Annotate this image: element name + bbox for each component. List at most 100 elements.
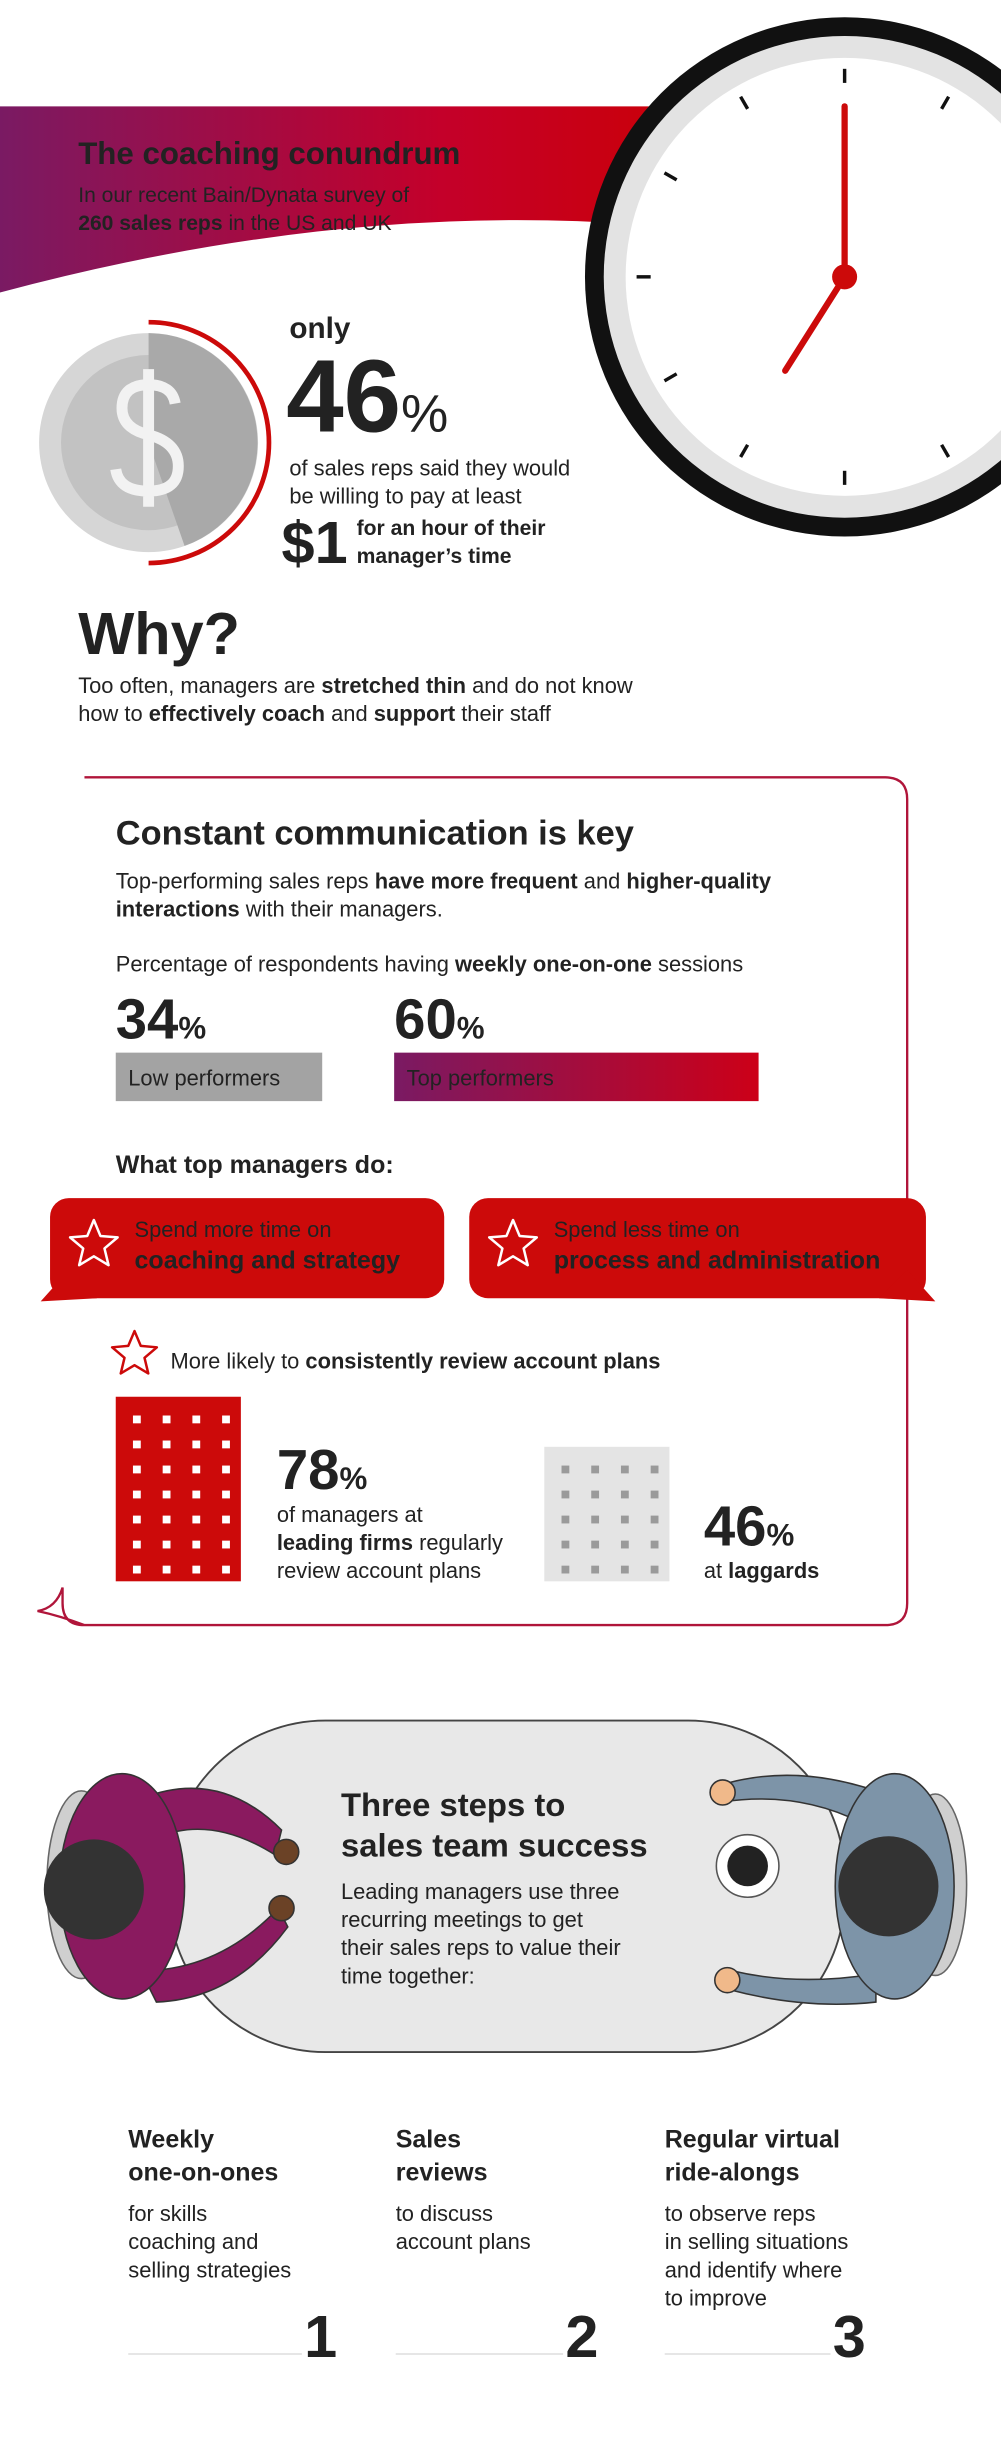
leading-text: leading firms regularly [277, 1530, 503, 1555]
building-laggards-window [561, 1540, 570, 1549]
step-body: for skills [128, 2201, 207, 2226]
question-part: weekly one-on-one [454, 951, 652, 976]
clock-tick [940, 95, 951, 110]
building-leading-window [162, 1540, 171, 1549]
leading-number-part: 78 [277, 1438, 340, 1501]
group-number-part: % [457, 1011, 485, 1046]
action-tail [40, 1270, 97, 1302]
subsection-title: What top managers do: [116, 1151, 394, 1179]
clock-tick [663, 372, 678, 383]
building-laggards-window [650, 1540, 659, 1549]
coin-shade [148, 333, 258, 546]
why-body-part: stretched thin [321, 673, 466, 698]
step-title: Sales [396, 2126, 461, 2154]
coin-dollar [110, 369, 184, 507]
building-leading-window [132, 1540, 141, 1549]
step-number: 3 [833, 2303, 866, 2370]
person-right-head [838, 1836, 939, 1937]
why-body: Too often, managers are stretched thin a… [78, 673, 633, 698]
question-part: Percentage of respondents having [116, 951, 455, 976]
group-number-part: 60 [394, 988, 457, 1051]
building-leading [115, 1396, 241, 1582]
building-leading-window [222, 1490, 230, 1499]
building-laggards-window [561, 1565, 570, 1574]
building-leading-window [222, 1465, 230, 1474]
building-leading-window [132, 1565, 141, 1574]
stat-number: 46% [286, 339, 448, 454]
laggards-text-part: at [704, 1558, 728, 1583]
header-title: The coaching conundrum [78, 136, 460, 171]
intro-part: interactions [116, 897, 240, 922]
building-laggards-window [591, 1490, 600, 1499]
intro-part: Top-performing sales reps [116, 868, 375, 893]
group-number: 34% [116, 988, 206, 1051]
step-title: Regular virtual [665, 2126, 840, 2154]
steps-body: time together: [341, 1963, 475, 1988]
leading-text-part: regularly [413, 1530, 503, 1555]
clock-tick [739, 443, 750, 458]
action-focus: process and administration [554, 1246, 881, 1274]
building-leading-window [192, 1440, 201, 1449]
building-leading-window [162, 1415, 171, 1424]
person-left-hand [268, 1894, 295, 1922]
question-part: sessions [652, 951, 743, 976]
action-card [469, 1198, 926, 1299]
step-title: reviews [396, 2158, 488, 2186]
step-title: Weekly [128, 2126, 214, 2154]
review-text: More likely to consistently review accou… [170, 1349, 660, 1374]
building-laggards-window [591, 1540, 600, 1549]
laggards-text: at laggards [704, 1558, 820, 1583]
steps-body: their sales reps to value their [341, 1935, 621, 1960]
clock-tick [663, 171, 678, 182]
action-star [487, 1218, 539, 1267]
clock-face [625, 57, 1001, 496]
building-leading-window [132, 1490, 141, 1499]
person-right-hand [709, 1779, 736, 1806]
why-body-part: how to [78, 701, 149, 726]
intro-part: higher-quality [626, 868, 771, 893]
group-label: Low performers [128, 1065, 280, 1090]
why-body-part: their staff [455, 701, 552, 726]
step-title: ride-alongs [665, 2158, 800, 2186]
stat-amount-text: for an hour of their [357, 517, 546, 540]
step-body: to improve [665, 2285, 767, 2310]
intro-part: and [578, 868, 627, 893]
group-bar [115, 1052, 323, 1102]
clock-tick [739, 95, 750, 110]
review-text-part: More likely to [170, 1349, 305, 1374]
step-body: selling strategies [128, 2257, 291, 2282]
section-title: Constant communication is key [116, 815, 634, 853]
building-leading-window [162, 1465, 171, 1474]
building-leading-window [132, 1515, 141, 1524]
question: Percentage of respondents having weekly … [116, 951, 743, 976]
steps-body: Leading managers use three [341, 1879, 620, 1904]
laggards-number-part: 46 [704, 1494, 767, 1557]
group-number-part: 34 [116, 988, 179, 1051]
stat-amount: $1 [282, 509, 348, 576]
building-leading-window [162, 1565, 171, 1574]
review-star [110, 1329, 159, 1375]
building-leading-window [132, 1465, 141, 1474]
header-subtitle-part: in the US and UK [223, 212, 392, 235]
why-body-part: Too often, managers are [78, 673, 321, 698]
intro: interactions with their managers. [116, 897, 443, 922]
clock-center [832, 264, 858, 290]
building-laggards-window [650, 1490, 659, 1499]
header-subtitle-part: 260 sales reps [78, 212, 222, 235]
building-leading-window [162, 1440, 171, 1449]
intro: Top-performing sales reps have more freq… [116, 868, 772, 893]
building-laggards-window [650, 1565, 659, 1574]
steps-title: sales team success [341, 1827, 648, 1864]
intro-part: have more frequent [375, 868, 579, 893]
review-text-part: consistently review account plans [305, 1349, 660, 1374]
group-number: 60% [394, 988, 484, 1051]
why-body-part: and do not know [466, 673, 633, 698]
header-subtitle: 260 sales reps in the US and UK [78, 212, 391, 235]
laggards-number-part: % [766, 1517, 794, 1552]
step-number: 1 [304, 2303, 337, 2370]
clock-tick [940, 443, 951, 458]
building-laggards-window [591, 1565, 600, 1574]
leading-text-part: leading firms [277, 1530, 413, 1555]
building-laggards-window [620, 1490, 629, 1499]
